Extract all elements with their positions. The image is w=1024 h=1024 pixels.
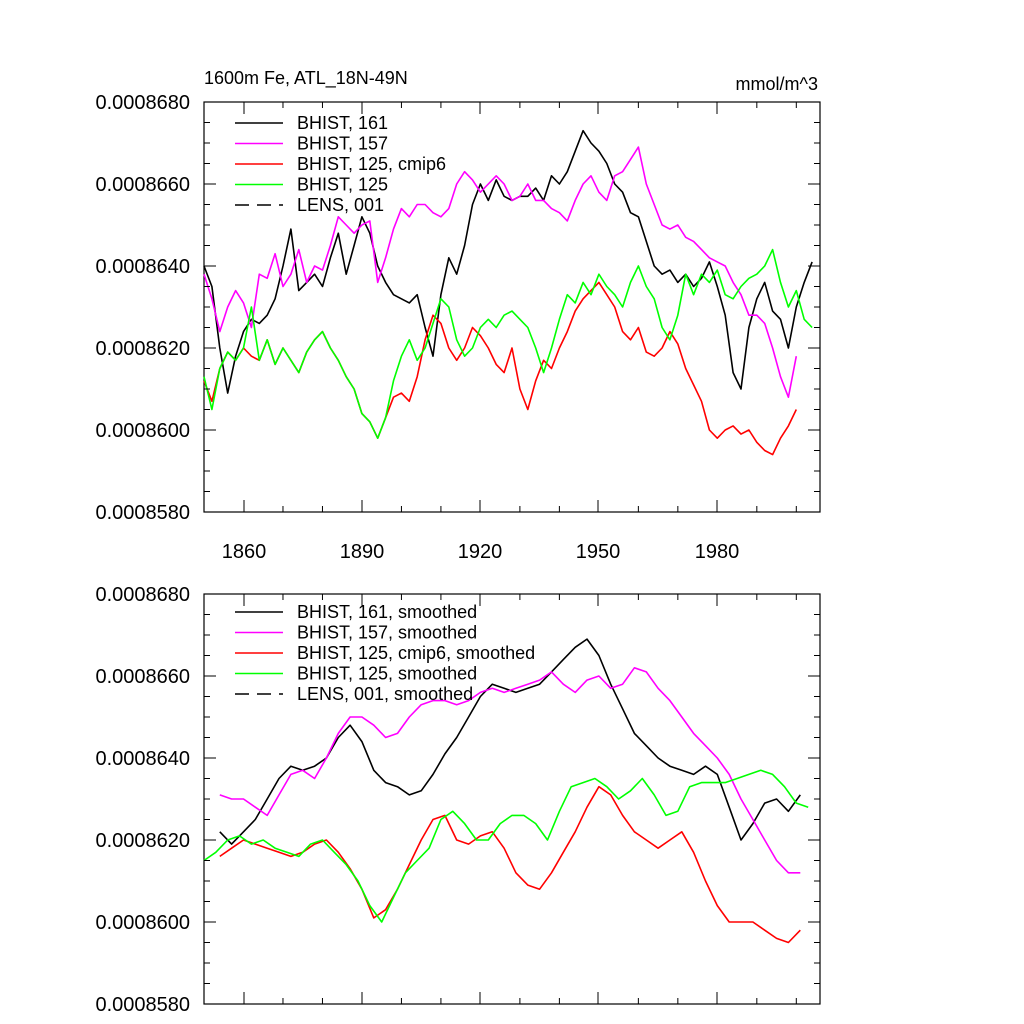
legend-label: LENS, 001, smoothed bbox=[297, 684, 473, 704]
series-layer bbox=[203, 638, 809, 944]
series-line-bhist-125-cmip6 bbox=[203, 281, 798, 456]
x-tick-label: 1980 bbox=[695, 541, 740, 563]
x-axis: 1860 1890 1920 1950 1980 bbox=[222, 102, 740, 563]
chart-title: 1600m Fe, ATL_18N-49N bbox=[204, 68, 408, 89]
legend-label: BHIST, 125, smoothed bbox=[297, 664, 477, 684]
series-line-bhist-157 bbox=[203, 146, 798, 399]
y-tick-label: 0.0008680 bbox=[95, 584, 190, 606]
legend-label: BHIST, 125, cmip6 bbox=[297, 154, 446, 174]
y-tick-label: 0.0008580 bbox=[95, 994, 190, 1016]
bottom-panel: 0.0008580 0.0008600 0.0008620 0.0008640 … bbox=[95, 584, 821, 1016]
minor-ticks bbox=[203, 102, 820, 512]
y-tick-label: 0.0008660 bbox=[95, 666, 190, 688]
y-tick-label: 0.0008620 bbox=[95, 830, 190, 852]
x-tick-label: 1920 bbox=[458, 541, 503, 563]
y-tick-label: 0.0008640 bbox=[95, 256, 190, 278]
units-label: mmol/m^3 bbox=[736, 74, 818, 94]
series-line-bhist-157-smoothed bbox=[219, 666, 801, 874]
y-tick-label: 0.0008580 bbox=[95, 502, 190, 524]
top-panel: 1600m Fe, ATL_18N-49N mmol/m^3 0.0008580 bbox=[95, 68, 821, 563]
legend-label: BHIST, 157 bbox=[297, 134, 388, 154]
y-tick-label: 0.0008600 bbox=[95, 420, 190, 442]
plot-area: 0.0008580 0.0008600 0.0008620 0.0008640 … bbox=[95, 92, 821, 563]
y-tick-label: 0.0008640 bbox=[95, 748, 190, 770]
x-tick-label: 1890 bbox=[340, 541, 385, 563]
series-layer bbox=[203, 129, 813, 456]
legend: BHIST, 161, smoothed BHIST, 157, smoothe… bbox=[235, 602, 535, 704]
y-axis: 0.0008580 0.0008600 0.0008620 0.0008640 … bbox=[95, 584, 820, 1016]
series-line-bhist-125 bbox=[203, 248, 813, 440]
series-line-bhist-125-cmip6-smoothed bbox=[219, 785, 801, 944]
y-tick-label: 0.0008680 bbox=[95, 92, 190, 114]
legend: BHIST, 161 BHIST, 157 BHIST, 125, cmip6 … bbox=[235, 113, 446, 215]
y-tick-label: 0.0008660 bbox=[95, 174, 190, 196]
legend-label: BHIST, 125 bbox=[297, 175, 388, 195]
legend-label: BHIST, 161 bbox=[297, 113, 388, 133]
x-axis bbox=[243, 594, 718, 1004]
series-line-bhist-161 bbox=[203, 129, 813, 394]
legend-label: LENS, 001 bbox=[297, 195, 384, 215]
x-tick-label: 1950 bbox=[576, 541, 621, 563]
minor-ticks bbox=[203, 594, 820, 1004]
y-tick-label: 0.0008600 bbox=[95, 912, 190, 934]
y-axis: 0.0008580 0.0008600 0.0008620 0.0008640 … bbox=[95, 92, 820, 524]
series-line-bhist-125-smoothed bbox=[203, 769, 809, 923]
plot-area: 0.0008580 0.0008600 0.0008620 0.0008640 … bbox=[95, 584, 821, 1016]
legend-label: BHIST, 125, cmip6, smoothed bbox=[297, 643, 535, 663]
legend-label: BHIST, 157, smoothed bbox=[297, 623, 477, 643]
x-tick-label: 1860 bbox=[222, 541, 267, 563]
y-tick-label: 0.0008620 bbox=[95, 338, 190, 360]
legend-label: BHIST, 161, smoothed bbox=[297, 602, 477, 622]
